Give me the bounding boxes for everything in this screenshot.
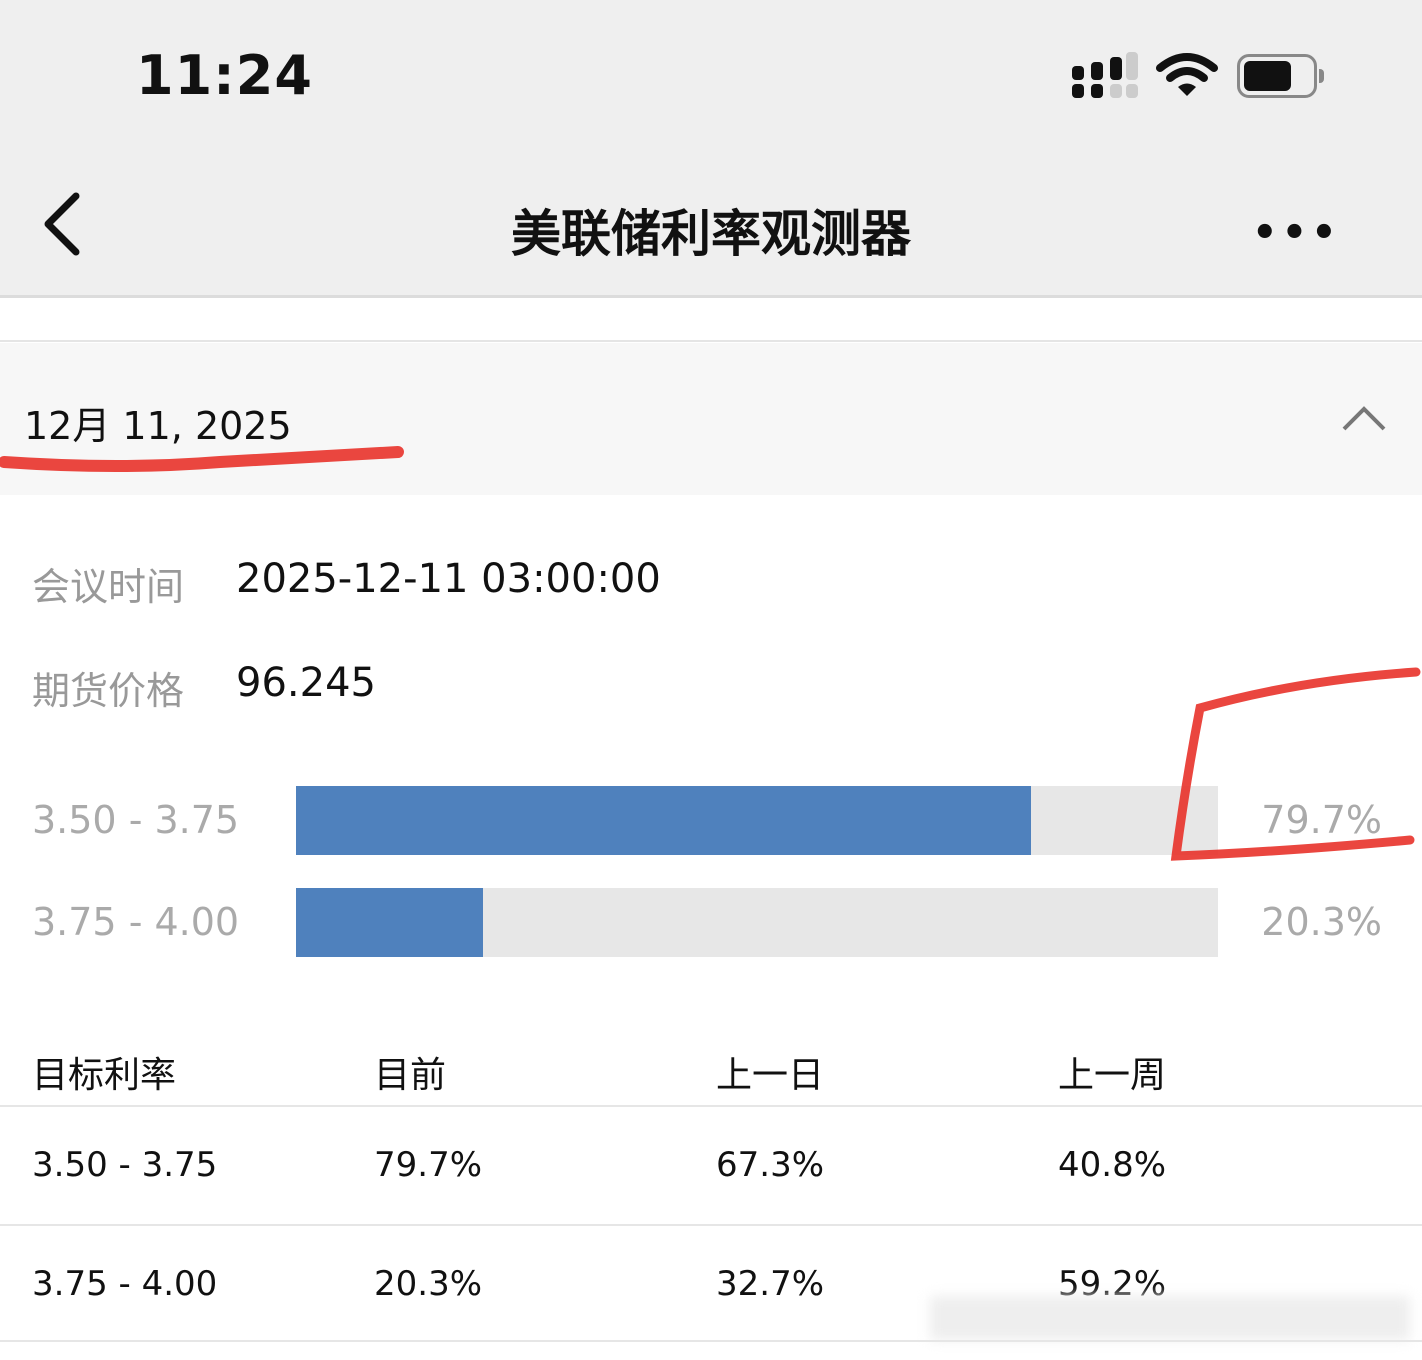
spacer — [0, 300, 1422, 342]
blurred-overlay — [930, 1296, 1410, 1340]
meeting-header[interactable]: 12月 11, 2025 — [0, 343, 1422, 495]
bar-range-label: 3.75 - 4.00 — [32, 900, 240, 944]
table-cell: 20.3% — [374, 1264, 483, 1304]
bar-percent: 20.3% — [1261, 900, 1382, 944]
clock: 11:24 — [136, 44, 313, 107]
meeting-time-label: 会议时间 — [32, 565, 185, 609]
col-header-prev-week: 上一周 — [1058, 1055, 1167, 1096]
probability-bar — [296, 786, 1218, 855]
probability-bar-fill — [296, 888, 484, 957]
table-cell: 3.75 - 4.00 — [32, 1264, 218, 1304]
table-cell: 32.7% — [716, 1264, 825, 1304]
page-title: 美联储利率观测器 — [511, 205, 911, 263]
divider — [0, 1224, 1422, 1226]
status-bar: 11:24 — [0, 0, 1422, 150]
probability-bar — [296, 888, 1218, 957]
probability-bar-fill — [296, 786, 1031, 855]
signal-icon — [1072, 52, 1138, 98]
nav-bar: 美联储利率观测器 ••• — [0, 150, 1422, 298]
table-cell: 3.50 - 3.75 — [32, 1145, 218, 1185]
meeting-time-value: 2025-12-11 03:00:00 — [236, 556, 661, 602]
bar-range-label: 3.50 - 3.75 — [32, 798, 240, 842]
futures-price-value: 96.245 — [236, 660, 376, 706]
table-cell: 40.8% — [1058, 1145, 1167, 1185]
meeting-date: 12月 11, 2025 — [24, 404, 292, 448]
wifi-icon — [1156, 53, 1218, 96]
col-header-current: 目前 — [374, 1055, 447, 1096]
divider — [0, 1105, 1422, 1107]
col-header-prev-day: 上一日 — [716, 1055, 825, 1096]
divider — [0, 1340, 1422, 1342]
bar-percent: 79.7% — [1261, 798, 1382, 842]
battery-icon — [1237, 54, 1324, 98]
table-cell: 67.3% — [716, 1145, 825, 1185]
more-button[interactable]: ••• — [1252, 210, 1341, 256]
col-header-target-rate: 目标利率 — [32, 1055, 177, 1096]
table-cell: 79.7% — [374, 1145, 483, 1185]
futures-price-label: 期货价格 — [32, 669, 185, 713]
back-button[interactable] — [38, 190, 98, 260]
chevron-up-icon[interactable] — [1340, 403, 1388, 433]
